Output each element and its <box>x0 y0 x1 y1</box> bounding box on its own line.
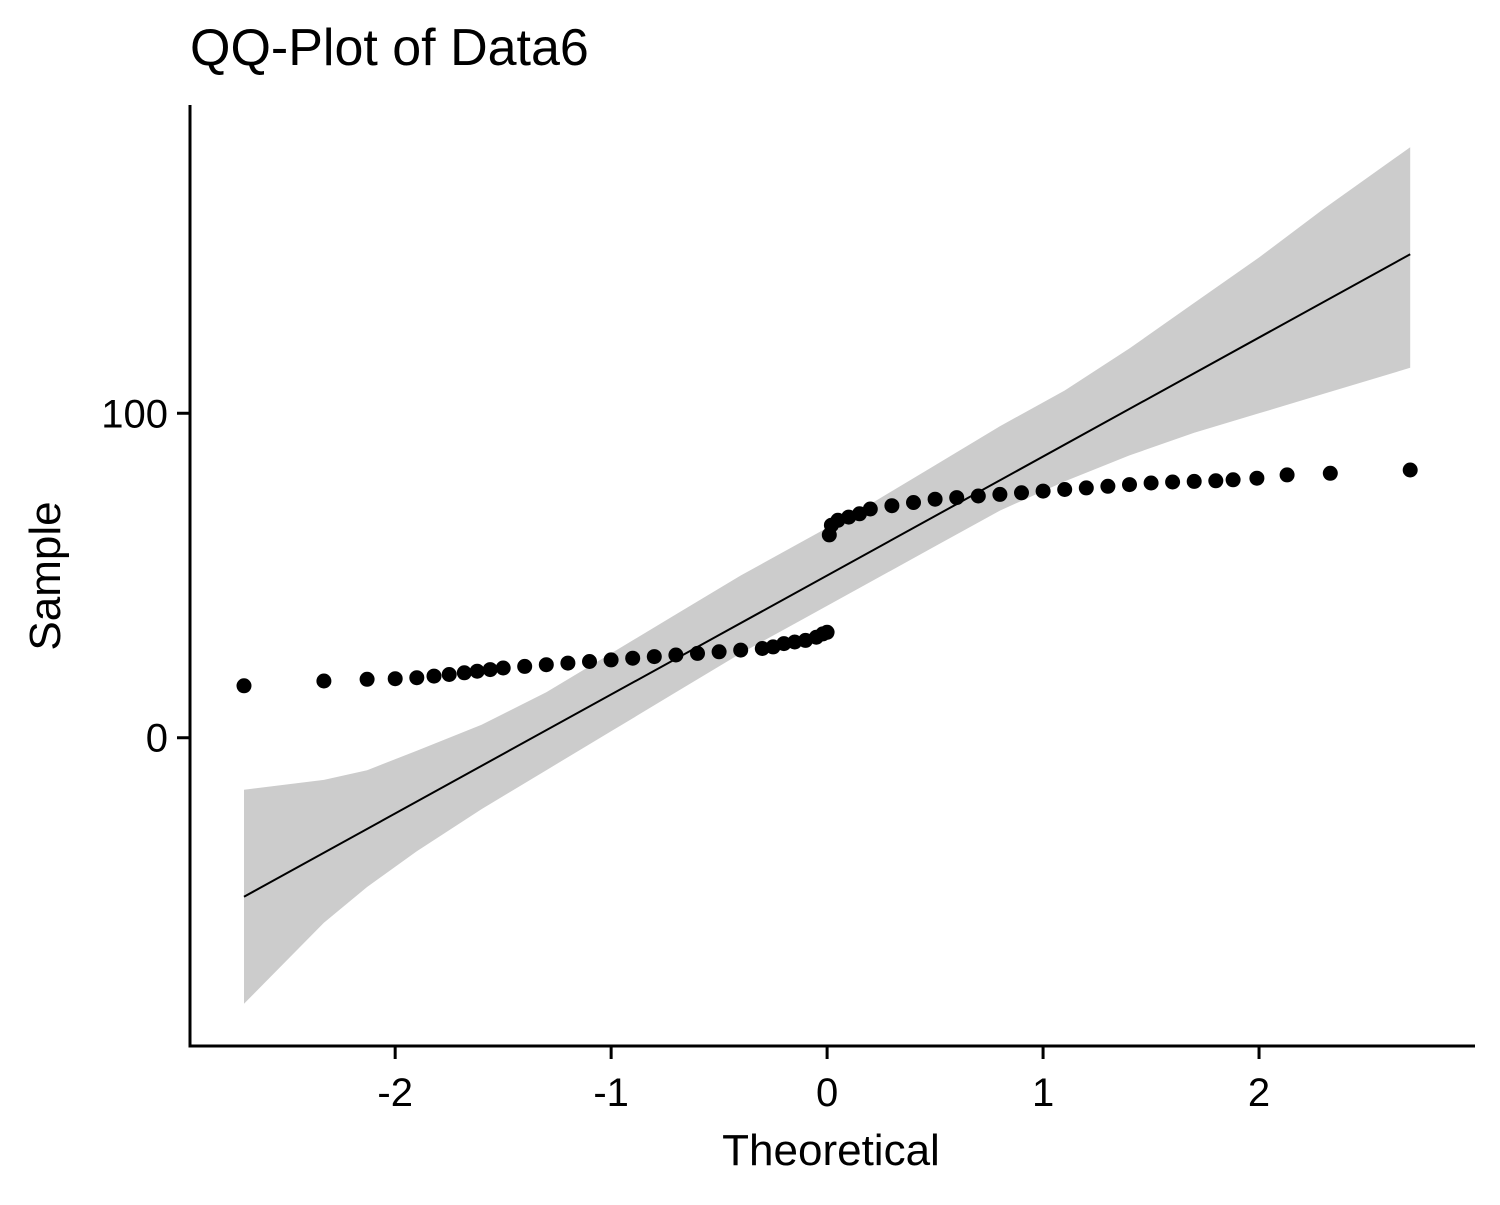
data-point <box>1322 465 1338 481</box>
data-point <box>495 660 511 676</box>
x-tick-label: -1 <box>593 1071 629 1115</box>
data-point <box>560 655 576 671</box>
data-point <box>1122 477 1137 493</box>
reference-line-layer <box>243 253 1411 898</box>
data-point <box>1057 482 1073 497</box>
data-point <box>1186 473 1202 489</box>
data-point <box>906 495 921 510</box>
data-point <box>927 491 943 507</box>
data-point <box>517 658 533 674</box>
data-point <box>1279 467 1295 483</box>
data-point <box>733 642 749 658</box>
data-point <box>441 667 457 682</box>
data-point <box>482 662 498 678</box>
data-point <box>469 663 485 679</box>
data-point <box>1078 480 1094 496</box>
data-point <box>603 652 619 668</box>
data-point <box>538 657 554 673</box>
data-point <box>359 671 375 687</box>
data-point <box>949 490 965 506</box>
y-axis-title: Sample <box>21 501 70 650</box>
data-point <box>625 650 641 666</box>
y-tick-label: 0 <box>146 717 168 761</box>
data-point <box>426 668 442 684</box>
data-point <box>646 649 662 665</box>
data-point <box>884 498 900 514</box>
data-point <box>819 624 835 640</box>
data-point <box>862 501 878 517</box>
x-tick-label: -2 <box>377 1071 413 1115</box>
data-point <box>1249 470 1265 486</box>
data-point <box>316 673 332 689</box>
data-point <box>1402 462 1418 478</box>
data-point <box>1143 475 1159 491</box>
data-point <box>668 647 684 663</box>
data-point <box>387 671 403 687</box>
data-point <box>409 670 425 686</box>
data-point <box>1225 472 1241 488</box>
data-point <box>582 654 597 669</box>
data-point <box>456 665 472 681</box>
reference-line <box>243 253 1411 898</box>
sample-points-layer <box>236 462 1418 694</box>
data-point <box>970 488 986 504</box>
data-point <box>711 644 727 660</box>
x-tick-label: 2 <box>1248 1071 1270 1115</box>
data-point <box>1035 483 1051 499</box>
data-point <box>1208 473 1224 489</box>
axes-layer: -2 -1 0 1 2 0 100 <box>101 105 1475 1115</box>
data-point <box>236 678 252 694</box>
x-axis-title: Theoretical <box>722 1126 940 1175</box>
data-point <box>690 645 705 661</box>
chart-title: QQ-Plot of Data6 <box>190 19 589 77</box>
x-tick-label: 0 <box>816 1071 838 1115</box>
data-point <box>1014 485 1029 501</box>
data-point <box>1165 474 1181 490</box>
data-point <box>1100 478 1116 494</box>
data-point <box>992 486 1008 502</box>
x-tick-label: 1 <box>1032 1071 1054 1115</box>
y-tick-label: 100 <box>101 392 168 436</box>
